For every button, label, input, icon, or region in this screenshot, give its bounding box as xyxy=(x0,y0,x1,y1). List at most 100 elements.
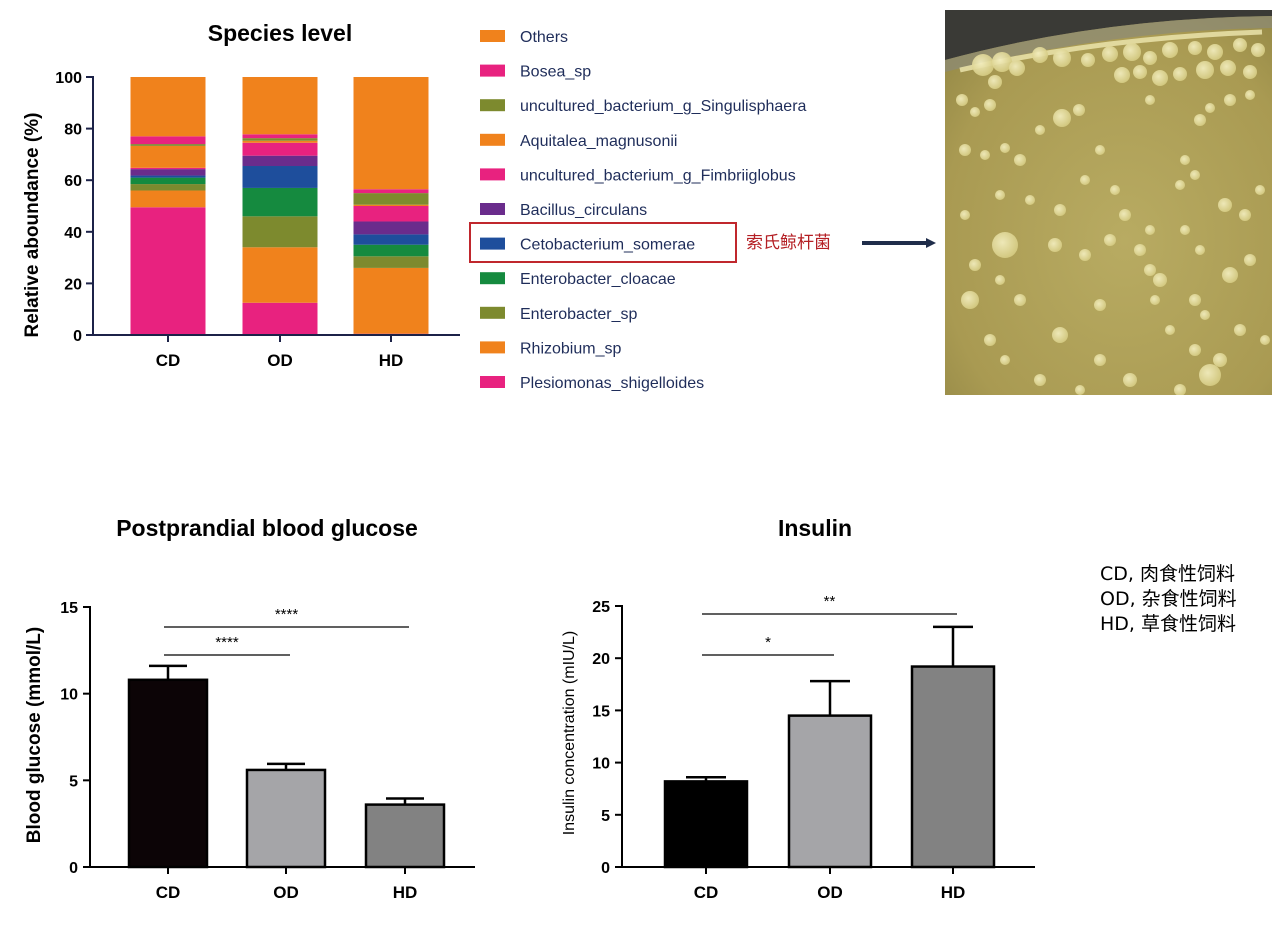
species-y-tick-0: 0 xyxy=(73,328,82,345)
note-hd: HD, 草食性饲料 xyxy=(1100,613,1236,635)
colony-16 xyxy=(1133,65,1147,79)
glucose-y-tick-5: 5 xyxy=(69,773,78,790)
colony-68 xyxy=(1260,335,1270,345)
bar-segment-hd-enterobacter-sp xyxy=(353,256,429,268)
legend-swatch-uncultured-bacterium-g-fimbriiglobus xyxy=(480,168,505,181)
glucose-x-tick-od: OD xyxy=(273,883,299,902)
colony-62 xyxy=(1165,325,1175,335)
legend-swatch-cetobacterium-somerae xyxy=(480,237,505,250)
bar-segment-hd-uncultured-bacterium-g-fimbriiglobus xyxy=(353,206,429,222)
colony-54 xyxy=(995,275,1005,285)
insulin-y-tick-5: 5 xyxy=(601,808,610,825)
colony-31 xyxy=(1145,95,1155,105)
colony-13 xyxy=(1233,38,1247,52)
bar-segment-od-enterobacter-cloacae xyxy=(242,187,318,217)
insulin-y-axis-label: Insulin concentration (mIU/L) xyxy=(561,631,578,836)
colony-25 xyxy=(1053,109,1071,127)
colony-34 xyxy=(1000,143,1010,153)
note-od: OD, 杂食性饲料 xyxy=(1100,588,1237,610)
colony-37 xyxy=(1180,155,1190,165)
annotation-arrow-head xyxy=(926,238,936,248)
glucose-bar-od xyxy=(245,768,327,869)
bar-segment-cd-plesiomonas-shigelloides xyxy=(130,207,206,335)
bar-segment-cd-enterobacter-sp xyxy=(130,184,206,191)
legend-label-others: Others xyxy=(520,29,568,46)
colony-10 xyxy=(1162,42,1178,58)
colony-23 xyxy=(970,107,980,117)
glucose-x-tick-hd: HD xyxy=(393,883,418,902)
colony-64 xyxy=(1199,364,1221,386)
bar-segment-cd-enterobacter-cloacae xyxy=(130,177,206,185)
colony-33 xyxy=(980,150,990,160)
insulin-x-tick-cd: CD xyxy=(694,883,719,902)
legend-label-cetobacterium-somerae: Cetobacterium_somerae xyxy=(520,237,695,254)
group-notes: CD, 肉食性饲料 OD, 杂食性饲料 HD, 草食性饲料 xyxy=(1100,563,1237,635)
colony-4 xyxy=(1032,47,1048,63)
colony-84 xyxy=(1035,125,1045,135)
bacterial-colony-photo xyxy=(945,10,1272,395)
insulin-y-tick-20: 20 xyxy=(592,651,610,668)
species-y-tick-80: 80 xyxy=(64,122,82,139)
glucose-bar-hd xyxy=(364,803,446,869)
colony-30 xyxy=(1205,103,1215,113)
colony-46 xyxy=(1145,225,1155,235)
colony-65 xyxy=(1213,353,1227,367)
insulin-y-tick-25: 25 xyxy=(592,599,610,616)
colony-59 xyxy=(1189,294,1201,306)
insulin-chart: Insulin Insulin concentration (mIU/L) CD… xyxy=(561,515,1035,902)
colony-27 xyxy=(1224,94,1236,106)
colony-76 xyxy=(1150,295,1160,305)
colony-74 xyxy=(1075,385,1085,395)
species-x-tick-cd: CD xyxy=(156,351,181,370)
species-y-tick-20: 20 xyxy=(64,276,82,293)
colony-22 xyxy=(956,94,968,106)
bar-segment-cd-bosea-sp xyxy=(130,136,206,145)
glucose-y-tick-0: 0 xyxy=(69,860,78,877)
colony-7 xyxy=(1102,46,1118,62)
bar-segment-od-plesiomonas-shigelloides xyxy=(242,302,318,335)
colony-41 xyxy=(1025,195,1035,205)
colony-36 xyxy=(1095,145,1105,155)
colony-18 xyxy=(1173,67,1187,81)
insulin-sig-label-0: * xyxy=(765,634,771,651)
colony-40 xyxy=(995,190,1005,200)
glucose-y-tick-10: 10 xyxy=(60,687,78,704)
species-x-tick-od: OD xyxy=(267,351,293,370)
bar-segment-cd-uncultured-bacterium-g-singulisphaera xyxy=(130,144,206,146)
colony-0 xyxy=(972,54,994,76)
bar-segment-od-rhizobium-sp xyxy=(242,247,318,303)
highlight-annotation: 索氏鲸杆菌 xyxy=(746,233,831,253)
colony-3 xyxy=(988,75,1002,89)
bar-segment-hd-others xyxy=(353,77,429,190)
colony-83 xyxy=(969,259,981,271)
colony-66 xyxy=(1189,344,1201,356)
highlight-box xyxy=(469,222,737,263)
insulin-y-tick-15: 15 xyxy=(592,703,610,720)
colony-39 xyxy=(1175,180,1185,190)
legend-swatch-bosea-sp xyxy=(480,64,505,77)
legend-swatch-uncultured-bacterium-g-singulisphaera xyxy=(480,99,505,112)
bar-segment-hd-rhizobium-sp xyxy=(353,267,429,334)
colony-60 xyxy=(1200,310,1210,320)
insulin-sig-label-1: ** xyxy=(824,593,836,610)
species-y-tick-100: 100 xyxy=(55,70,82,87)
colony-9 xyxy=(1143,51,1157,65)
bar-segment-hd-cetobacterium-somerae xyxy=(353,234,429,245)
colony-61 xyxy=(1094,299,1106,311)
colony-53 xyxy=(1104,234,1116,246)
bar-segment-od-aquitalea-magnusonii xyxy=(242,140,318,143)
legend-label-enterobacter-cloacae: Enterobacter_cloacae xyxy=(520,271,676,288)
colony-71 xyxy=(984,334,996,346)
legend-label-bosea-sp: Bosea_sp xyxy=(520,64,591,81)
colony-21 xyxy=(1243,65,1257,79)
glucose-sig-label-1: **** xyxy=(275,606,299,623)
legend-swatch-bacillus-circulans xyxy=(480,203,505,215)
colony-17 xyxy=(1152,70,1168,86)
insulin-x-tick-hd: HD xyxy=(941,883,966,902)
legend-label-bacillus-circulans: Bacillus_circulans xyxy=(520,202,647,219)
colony-63 xyxy=(1052,327,1068,343)
glucose-bar-cd xyxy=(127,678,209,869)
bar-segment-cd-others xyxy=(130,77,206,137)
legend-label-plesiomonas-shigelloides: Plesiomonas_shigelloides xyxy=(520,375,704,392)
bar-segment-hd-bacillus-circulans xyxy=(353,221,429,235)
